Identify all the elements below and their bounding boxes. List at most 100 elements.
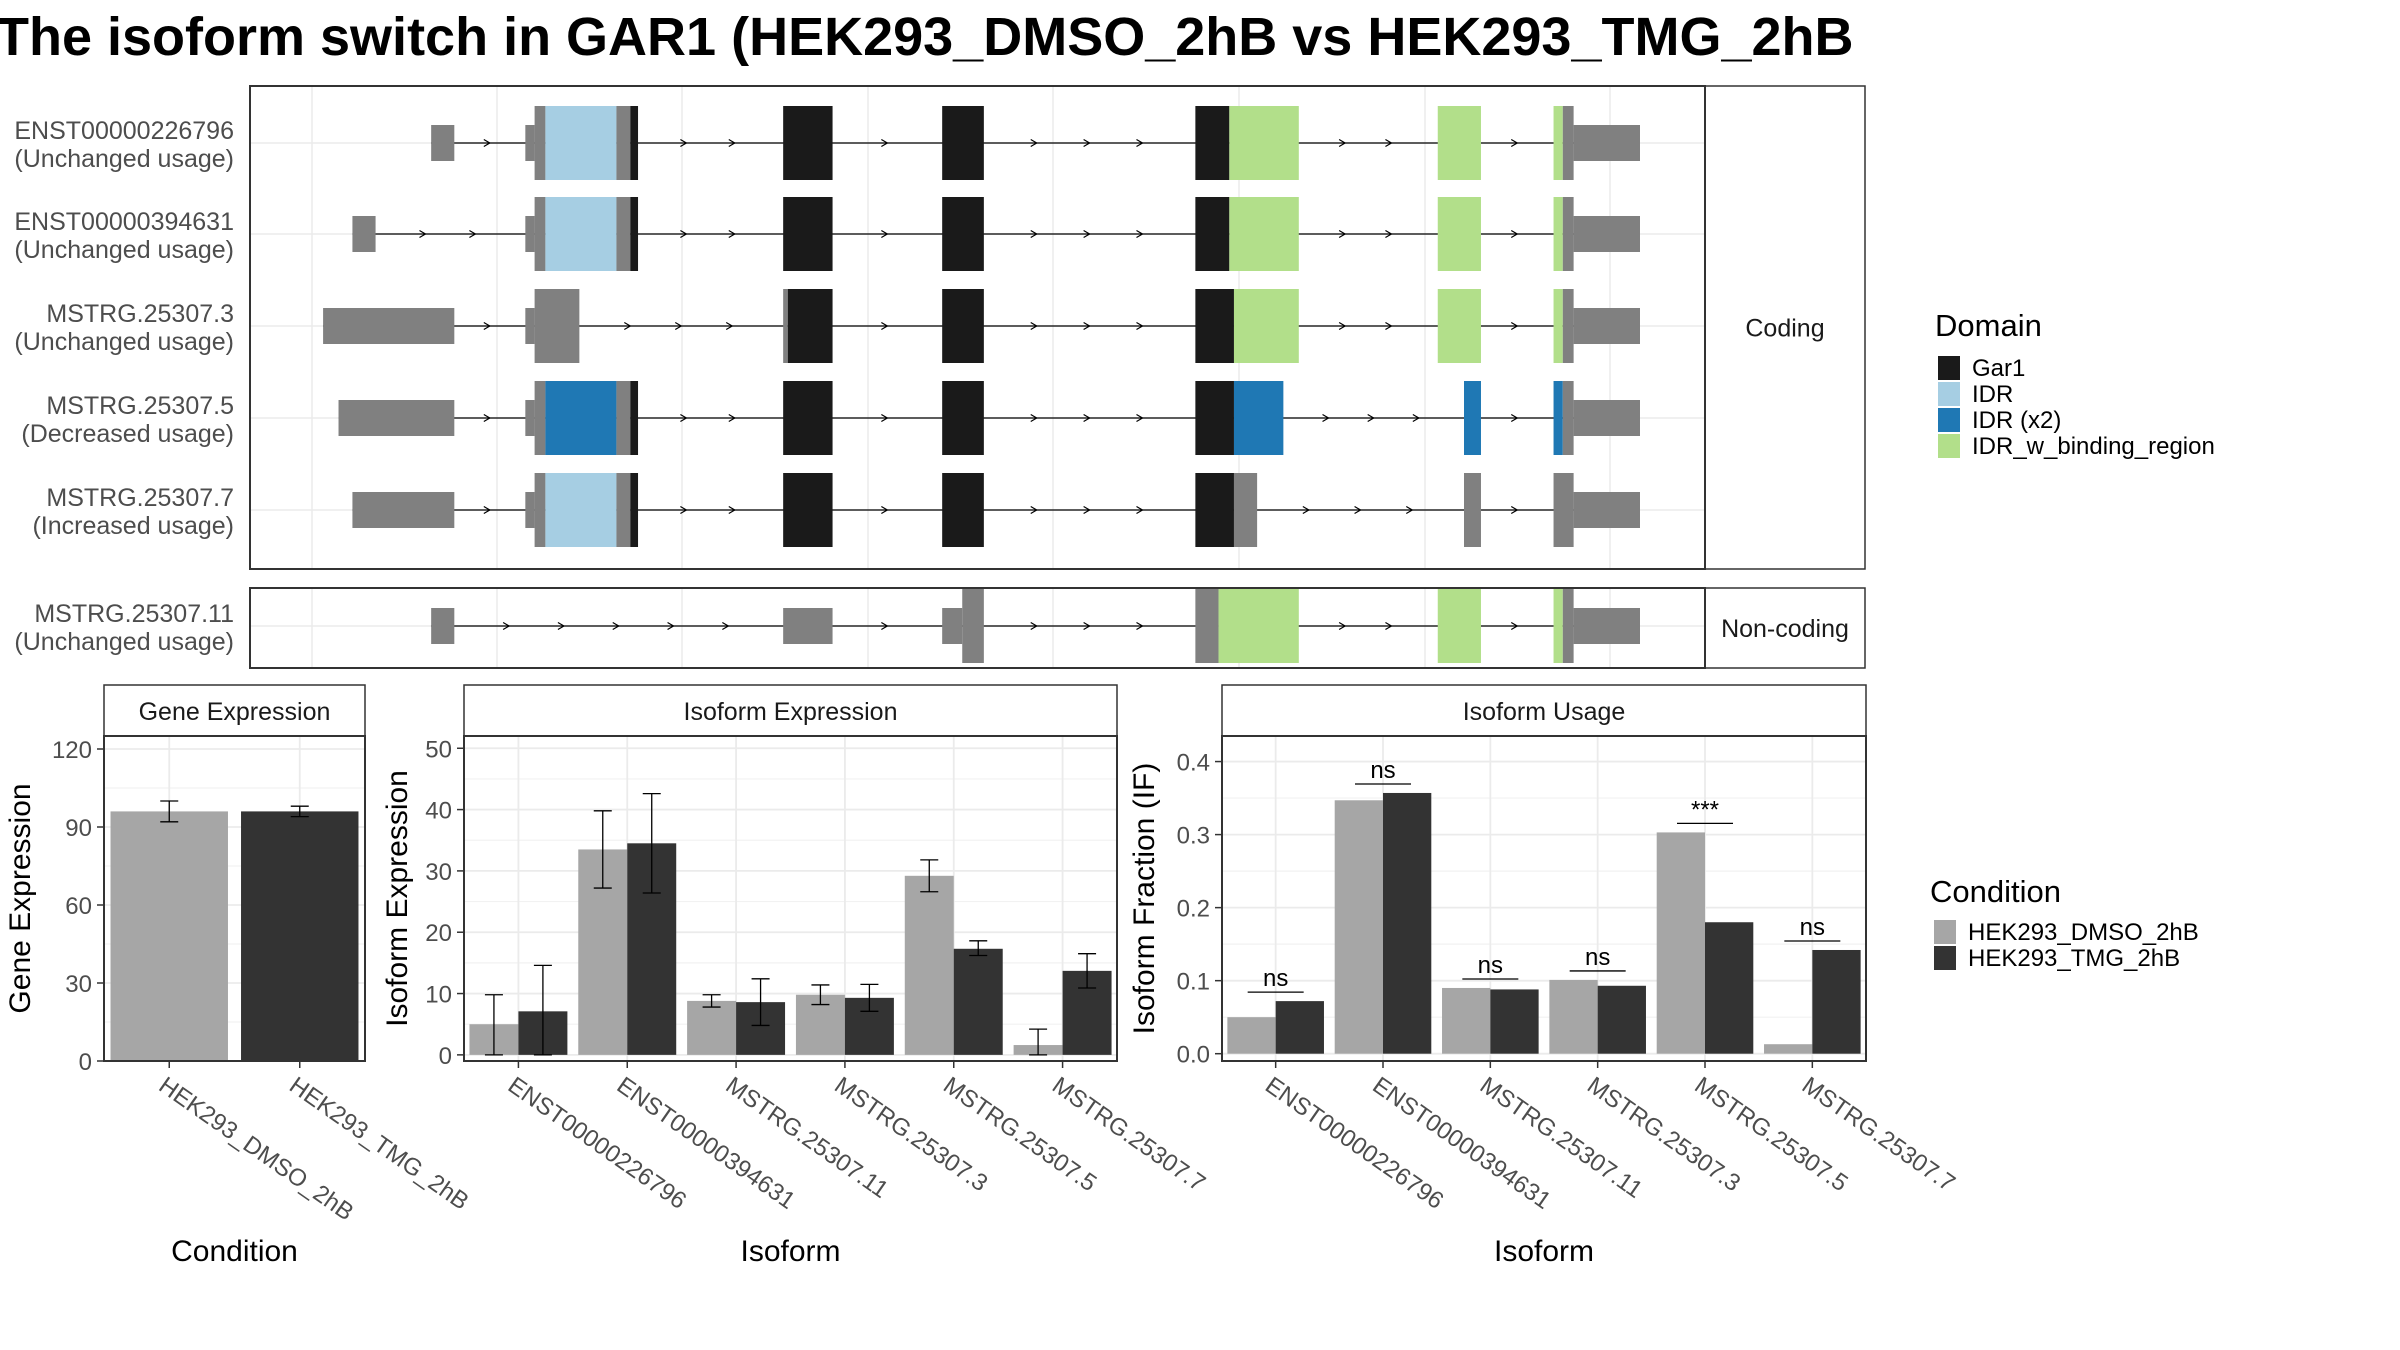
legend-label: HEK293_DMSO_2hB — [1968, 919, 2199, 946]
exon-utr — [525, 492, 535, 528]
intron-arrow — [1354, 505, 1362, 515]
legend-label: Gar1 — [1972, 355, 2025, 382]
bar — [1442, 987, 1491, 1054]
intron-arrow — [881, 229, 889, 239]
exon-utr — [525, 125, 535, 161]
intron-arrow — [680, 413, 688, 423]
exon-utr — [1573, 400, 1640, 436]
intron-arrow — [1083, 413, 1091, 423]
y-axis-title: Isoform Fraction (IF) — [1128, 763, 1161, 1035]
legend-label: HEK293_TMG_2hB — [1968, 945, 2180, 972]
intron-arrow — [881, 621, 889, 631]
isoform-id-label: MSTRG.25307.11 — [34, 600, 234, 628]
isoform-id-label: ENST00000394631 — [14, 208, 234, 236]
isoform-id-label: MSTRG.25307.3 — [46, 300, 234, 328]
exon-domain — [1195, 381, 1234, 455]
legend-label: IDR (x2) — [1972, 407, 2061, 434]
exon-utr — [1464, 473, 1481, 547]
chart-panel-bg — [464, 736, 1117, 1061]
exon-utr — [783, 289, 788, 363]
exon-utr — [1573, 308, 1640, 344]
isoform-usage-label: (Unchanged usage) — [14, 328, 234, 356]
legend-swatch — [1934, 946, 1956, 970]
exon-utr — [616, 197, 631, 271]
y-tick-label: 0.0 — [1177, 1042, 1210, 1069]
intron-arrow — [483, 321, 492, 331]
exon-utr — [1573, 492, 1640, 528]
bar — [110, 811, 228, 1061]
bar — [1549, 979, 1598, 1054]
exon-utr — [1553, 473, 1574, 547]
intron-arrow — [1338, 621, 1347, 631]
exon-domain — [630, 197, 639, 271]
intron-arrow — [1136, 413, 1144, 423]
intron-arrow — [1083, 621, 1091, 631]
figure-title: The isoform switch in GAR1 (HEK293_DMSO_… — [0, 7, 1854, 67]
chart-panel-border — [1221, 735, 1867, 1062]
exon-utr — [616, 473, 631, 547]
intron-arrow — [728, 138, 736, 148]
bar — [904, 875, 954, 1055]
isoform-usage-label: (Unchanged usage) — [14, 236, 234, 264]
isoform-usage-label: (Unchanged usage) — [14, 628, 234, 656]
intron-arrow — [881, 505, 889, 515]
exon-utr — [352, 216, 376, 252]
isoform-usage-chart: Isoform Usage 0.0 0.1 0.2 0.3 0.4 ns ENST000002… — [1128, 684, 1960, 1268]
intron-arrow — [1083, 505, 1091, 515]
intron-arrow — [1385, 138, 1393, 148]
legend-swatch — [1938, 356, 1960, 380]
intron-arrow — [728, 229, 736, 239]
intron-arrow — [624, 321, 632, 331]
significance-label: ns — [1800, 914, 1825, 941]
exon-domain — [545, 197, 617, 271]
x-axis-title: Isoform — [1494, 1235, 1594, 1268]
bar — [953, 948, 1003, 1055]
x-tick-label: ENST00000226796 — [503, 1072, 691, 1215]
intron-arrow — [1510, 413, 1519, 423]
exon-utr — [534, 289, 580, 363]
exon-utr — [525, 216, 535, 252]
intron-arrow — [1136, 505, 1144, 515]
significance-label: ns — [1478, 952, 1503, 979]
exon-utr — [1195, 589, 1219, 663]
chart-panel-border — [463, 735, 1118, 1062]
isoform-id-label: MSTRG.25307.5 — [46, 392, 234, 420]
exon-domain — [1553, 589, 1563, 663]
significance-label: ns — [1370, 757, 1395, 784]
isoform-expression-chart: Isoform Expression 0 10 20 30 40 50 ENST0000022… — [381, 684, 1210, 1268]
intron-arrow — [1083, 229, 1091, 239]
y-tick-label: 0 — [79, 1049, 92, 1076]
exon-domain — [1229, 197, 1299, 271]
intron-arrow — [1385, 321, 1393, 331]
intron-arrow — [667, 621, 675, 631]
intron-arrow — [612, 621, 620, 631]
exon-utr — [616, 106, 631, 180]
intron-arrow — [1030, 229, 1038, 239]
intron-arrow — [722, 621, 730, 631]
intron-arrow — [1412, 413, 1421, 423]
exon-utr — [431, 608, 455, 644]
exon-utr — [1562, 589, 1574, 663]
intron-arrow — [881, 321, 889, 331]
intron-arrow — [1322, 413, 1330, 423]
intron-arrow — [1030, 621, 1038, 631]
y-tick-label: 0.3 — [1177, 823, 1210, 850]
x-tick-label: ENST00000394631 — [1368, 1072, 1556, 1215]
bar — [1227, 1017, 1276, 1054]
intron-arrow — [728, 505, 736, 515]
intron-arrow — [1083, 321, 1091, 331]
intron-arrow — [483, 138, 492, 148]
exon-utr — [962, 589, 984, 663]
chart-panel-bg — [1222, 736, 1866, 1061]
exon-utr — [323, 308, 455, 344]
intron-arrow — [1136, 229, 1144, 239]
y-tick-label: 0 — [439, 1043, 452, 1070]
intron-arrow — [1030, 138, 1038, 148]
exon-utr — [534, 197, 546, 271]
exon-domain — [630, 473, 639, 547]
intron-arrow — [483, 413, 492, 423]
exon-domain — [783, 197, 833, 271]
intron-arrow — [1510, 505, 1519, 515]
intron-arrow — [881, 413, 889, 423]
